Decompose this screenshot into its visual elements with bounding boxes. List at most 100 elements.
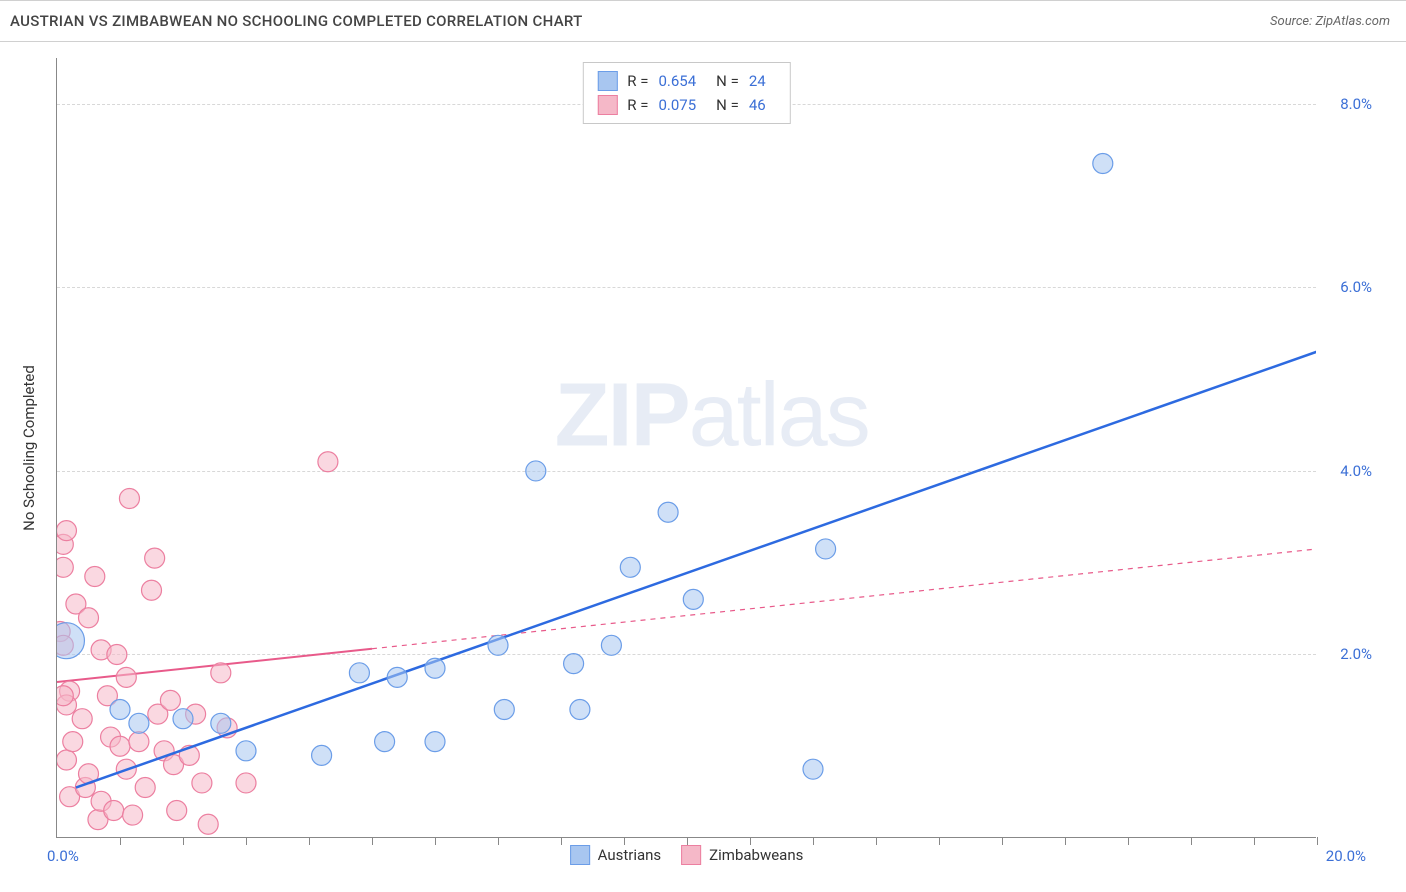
scatter-svg (57, 58, 1316, 837)
scatter-point (564, 654, 584, 674)
x-origin-label: 0.0% (47, 847, 79, 865)
y-axis-label-container: No Schooling Completed (14, 58, 44, 838)
scatter-point (135, 778, 155, 798)
x-tick (183, 837, 184, 845)
x-tick (1002, 837, 1003, 845)
scatter-point (160, 690, 180, 710)
x-tick (1128, 837, 1129, 845)
y-axis-label: No Schooling Completed (20, 365, 38, 531)
scatter-point (119, 488, 139, 508)
r-value-0: 0.654 (658, 72, 696, 90)
chart-title: AUSTRIAN VS ZIMBABWEAN NO SCHOOLING COMP… (10, 12, 583, 30)
scatter-point (57, 557, 73, 577)
x-tick (1254, 837, 1255, 845)
scatter-point (236, 773, 256, 793)
scatter-point (167, 800, 187, 820)
x-tick (939, 837, 940, 845)
plot-area: ZIPatlas R = 0.654 N = 24 R = 0.075 N = … (56, 58, 1316, 838)
x-tick (813, 837, 814, 845)
n-value-0: 24 (749, 72, 766, 90)
x-tick (687, 837, 688, 845)
legend-swatch-zimbabweans (597, 95, 617, 115)
scatter-point (145, 548, 165, 568)
n-label-1: N = (716, 96, 739, 114)
legend-swatch-austrians (597, 71, 617, 91)
x-tick (876, 837, 877, 845)
x-tick (309, 837, 310, 845)
scatter-point (211, 713, 231, 733)
scatter-point (601, 635, 621, 655)
scatter-point (494, 700, 514, 720)
legend-bottom-label-0: Austrians (598, 846, 662, 864)
scatter-point (63, 732, 83, 752)
y-tick-label: 8.0% (1322, 95, 1372, 113)
legend-bottom-swatch-1 (681, 845, 701, 865)
scatter-point (236, 741, 256, 761)
scatter-point (387, 667, 407, 687)
x-max-label: 20.0% (1326, 847, 1366, 865)
x-tick (1317, 837, 1318, 845)
chart-header: AUSTRIAN VS ZIMBABWEAN NO SCHOOLING COMP… (0, 0, 1406, 42)
n-value-1: 46 (749, 96, 766, 114)
scatter-point (192, 773, 212, 793)
scatter-point (375, 732, 395, 752)
scatter-point (129, 713, 149, 733)
scatter-point (816, 539, 836, 559)
x-tick (372, 837, 373, 845)
scatter-point (198, 814, 218, 834)
scatter-point (211, 663, 231, 683)
scatter-point (142, 580, 162, 600)
scatter-point (803, 759, 823, 779)
scatter-point (620, 557, 640, 577)
legend-bottom-item-1: Zimbabweans (681, 845, 803, 865)
n-label-0: N = (716, 72, 739, 90)
x-tick (120, 837, 121, 845)
scatter-point (57, 686, 73, 706)
scatter-point (79, 608, 99, 628)
scatter-point (110, 736, 130, 756)
legend-bottom-item-0: Austrians (570, 845, 662, 865)
x-tick (624, 837, 625, 845)
scatter-point (683, 589, 703, 609)
scatter-point (318, 452, 338, 472)
x-tick (435, 837, 436, 845)
scatter-point (116, 667, 136, 687)
scatter-point (104, 800, 124, 820)
x-tick (750, 837, 751, 845)
y-tick-label: 2.0% (1322, 645, 1372, 663)
x-tick (498, 837, 499, 845)
x-tick (561, 837, 562, 845)
scatter-point (72, 709, 92, 729)
legend-bottom: Austrians Zimbabweans (570, 845, 804, 865)
scatter-point (526, 461, 546, 481)
source-attribution: Source: ZipAtlas.com (1270, 14, 1390, 29)
scatter-point (173, 709, 193, 729)
scatter-point (425, 658, 445, 678)
scatter-point (570, 700, 590, 720)
x-tick (1065, 837, 1066, 845)
scatter-point (107, 644, 127, 664)
y-tick-label: 4.0% (1322, 462, 1372, 480)
legend-stats-row-1: R = 0.075 N = 46 (597, 93, 775, 117)
scatter-point (85, 566, 105, 586)
legend-bottom-label-1: Zimbabweans (709, 846, 803, 864)
r-value-1: 0.075 (658, 96, 696, 114)
scatter-point (110, 700, 130, 720)
legend-stats: R = 0.654 N = 24 R = 0.075 N = 46 (582, 62, 790, 124)
source-name: ZipAtlas.com (1315, 14, 1390, 29)
legend-bottom-swatch-0 (570, 845, 590, 865)
y-tick-label: 6.0% (1322, 278, 1372, 296)
x-tick (1191, 837, 1192, 845)
scatter-point (658, 502, 678, 522)
scatter-point (312, 745, 332, 765)
scatter-point (57, 750, 76, 770)
scatter-point (425, 732, 445, 752)
scatter-point (129, 732, 149, 752)
legend-stats-row-0: R = 0.654 N = 24 (597, 69, 775, 93)
scatter-point (57, 521, 76, 541)
r-label-0: R = (627, 72, 648, 90)
scatter-point (57, 623, 84, 659)
scatter-point (123, 805, 143, 825)
source-label: Source: (1270, 14, 1315, 29)
r-label-1: R = (627, 96, 648, 114)
